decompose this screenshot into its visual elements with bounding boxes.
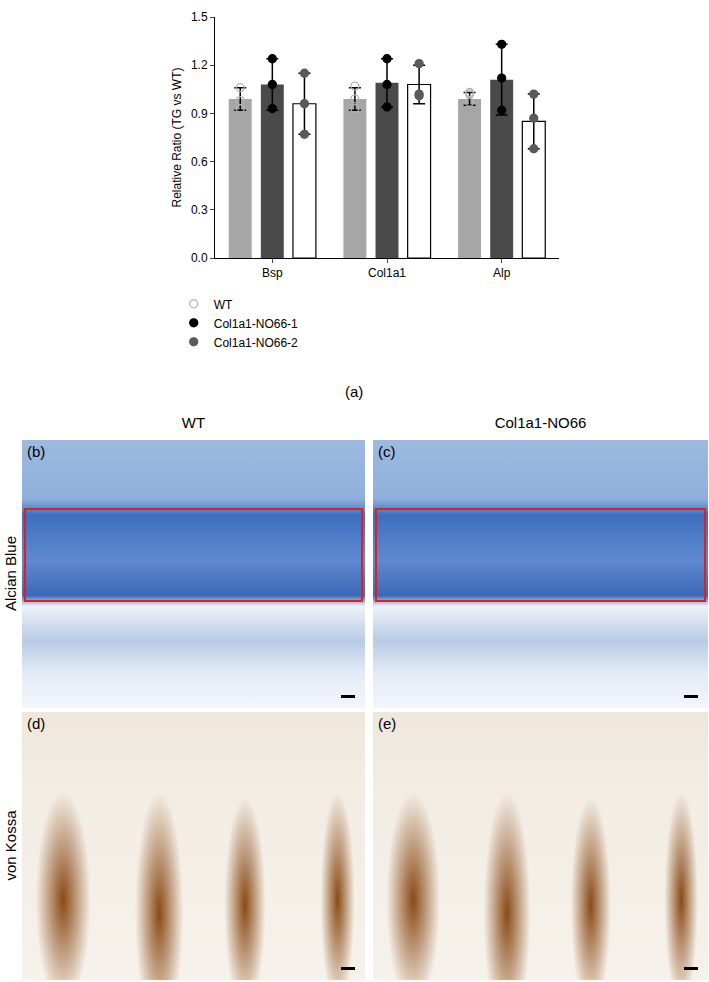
svg-text:0.3: 0.3 — [191, 203, 208, 217]
html-text:(b): (b) — [27, 443, 46, 460]
html-text:(d): (d) — [27, 715, 46, 732]
html-text:(c): (c) — [378, 443, 396, 460]
html-text:von Kossa: von Kossa — [1, 810, 19, 881]
html-text:WT: WT — [181, 414, 206, 431]
svg-text:Col1a1-NO66-2: Col1a1-NO66-2 — [214, 336, 298, 350]
svg-text:WT: WT — [214, 298, 233, 312]
svg-text:Col1a1: Col1a1 — [368, 266, 406, 280]
svg-text:Col1a1-NO66-1: Col1a1-NO66-1 — [214, 317, 298, 331]
svg-text:Relative Ratio (TG vs WT): Relative Ratio (TG vs WT) — [170, 67, 184, 207]
html-text:(a): (a) — [345, 383, 364, 400]
html-text:(e): (e) — [378, 715, 397, 732]
html-text:Col1a1-NO66: Col1a1-NO66 — [494, 414, 587, 431]
svg-text:Alp: Alp — [493, 266, 511, 280]
svg-text:0.9: 0.9 — [191, 107, 208, 121]
html-text:Alcian Blue: Alcian Blue — [1, 536, 19, 611]
svg-text:0.0: 0.0 — [191, 251, 208, 265]
svg-text:1.5: 1.5 — [191, 10, 208, 24]
svg-text:Bsp: Bsp — [262, 266, 283, 280]
svg-text:1.2: 1.2 — [191, 58, 208, 72]
svg-text:0.6: 0.6 — [191, 155, 208, 169]
